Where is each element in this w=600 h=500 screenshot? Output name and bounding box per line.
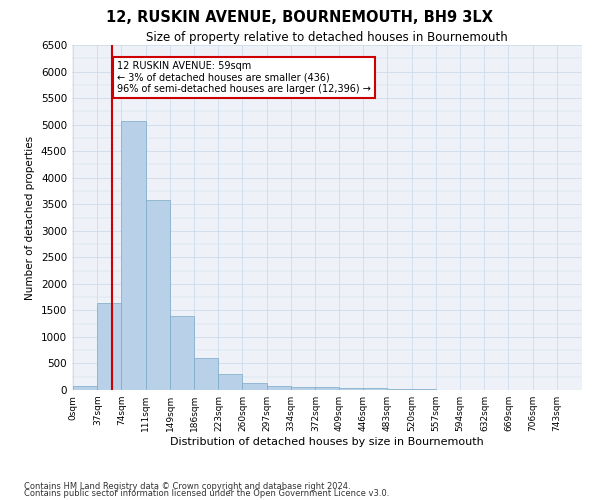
Bar bbox=[340, 388, 364, 390]
Bar bbox=[194, 358, 218, 390]
Text: 12, RUSKIN AVENUE, BOURNEMOUTH, BH9 3LX: 12, RUSKIN AVENUE, BOURNEMOUTH, BH9 3LX bbox=[107, 10, 493, 25]
Text: 12 RUSKIN AVENUE: 59sqm
← 3% of detached houses are smaller (436)
96% of semi-de: 12 RUSKIN AVENUE: 59sqm ← 3% of detached… bbox=[117, 61, 371, 94]
Bar bbox=[364, 388, 388, 390]
Bar bbox=[97, 304, 121, 390]
X-axis label: Distribution of detached houses by size in Bournemouth: Distribution of detached houses by size … bbox=[170, 437, 484, 447]
Title: Size of property relative to detached houses in Bournemouth: Size of property relative to detached ho… bbox=[146, 31, 508, 44]
Y-axis label: Number of detached properties: Number of detached properties bbox=[25, 136, 35, 300]
Bar bbox=[388, 389, 412, 390]
Bar bbox=[121, 122, 146, 390]
Bar bbox=[170, 316, 194, 390]
Bar bbox=[146, 200, 170, 390]
Text: Contains HM Land Registry data © Crown copyright and database right 2024.: Contains HM Land Registry data © Crown c… bbox=[24, 482, 350, 491]
Bar bbox=[218, 374, 242, 390]
Text: Contains public sector information licensed under the Open Government Licence v3: Contains public sector information licen… bbox=[24, 490, 389, 498]
Bar bbox=[315, 388, 340, 390]
Bar bbox=[73, 386, 97, 390]
Bar bbox=[242, 382, 266, 390]
Bar bbox=[290, 387, 314, 390]
Bar bbox=[266, 386, 290, 390]
